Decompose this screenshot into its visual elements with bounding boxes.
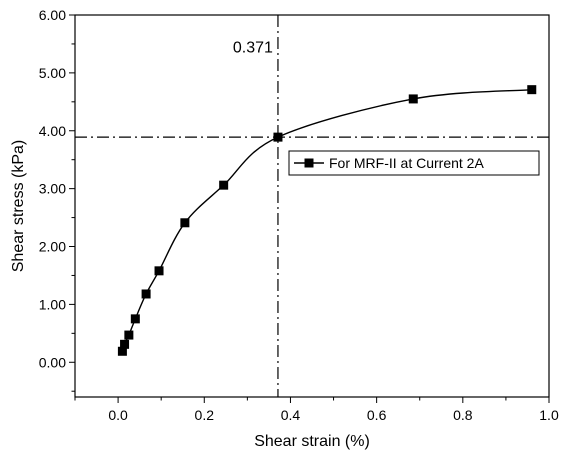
x-axis-title: Shear strain (%) xyxy=(254,433,370,450)
data-point-marker xyxy=(117,346,127,356)
x-tick-label: 0.8 xyxy=(453,407,473,423)
y-tick-label: 0.00 xyxy=(39,354,66,370)
data-point-marker xyxy=(273,132,283,142)
data-point-marker xyxy=(408,94,418,104)
data-point-marker xyxy=(120,339,130,349)
legend-label: For MRF-II at Current 2A xyxy=(329,155,484,171)
x-tick-label: 0.0 xyxy=(108,407,128,423)
y-tick-label: 1.00 xyxy=(39,296,66,312)
series-group xyxy=(117,85,537,356)
legend-box xyxy=(288,150,540,176)
y-tick-label: 4.00 xyxy=(39,123,66,139)
plot-frame xyxy=(74,14,550,398)
legend-marker-sample xyxy=(304,158,314,168)
data-point-marker xyxy=(130,314,140,324)
plot-frame-rect xyxy=(74,14,550,398)
annotations: 0.371 xyxy=(233,40,273,57)
y-axis-title: Shear stress (kPa) xyxy=(10,140,27,272)
axis-ticks: 0.0 0.2 0.4 0.6 0.8 1.0 0.00 1.00 2.00 3.00 4.00 5.… xyxy=(39,7,559,423)
data-point-marker xyxy=(527,85,537,95)
data-point-marker xyxy=(154,266,164,276)
data-point-marker xyxy=(180,218,190,228)
x-tick-label: 0.6 xyxy=(367,407,387,423)
reference-lines xyxy=(75,15,549,397)
x-tick-label: 0.2 xyxy=(195,407,215,423)
y-tick-label: 3.00 xyxy=(39,181,66,197)
data-point-marker xyxy=(124,330,134,340)
y-tick-label: 5.00 xyxy=(39,65,66,81)
y-tick-label: 6.00 xyxy=(39,7,66,23)
legend: For MRF-II at Current 2A xyxy=(288,150,540,176)
data-point-marker xyxy=(219,180,229,190)
y-tick-label: 2.00 xyxy=(39,239,66,255)
reference-value-annotation: 0.371 xyxy=(233,40,273,57)
x-tick-label: 0.4 xyxy=(281,407,301,423)
data-point-marker xyxy=(141,289,151,299)
axis-labels: Shear strain (%) Shear stress (kPa) xyxy=(10,140,370,450)
x-tick-label: 1.0 xyxy=(539,407,559,423)
